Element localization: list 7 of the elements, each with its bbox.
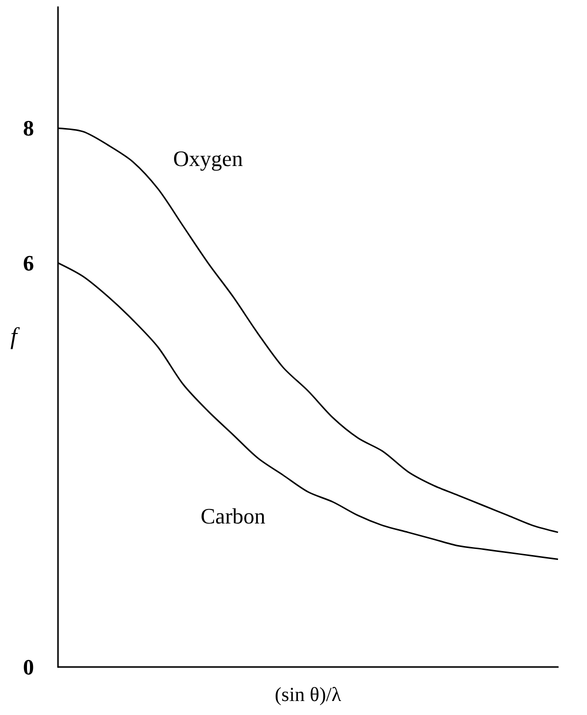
y-tick-label: 8 [23, 116, 34, 141]
x-axis-title: (sin θ)/λ [274, 684, 342, 706]
series-label: Carbon [200, 504, 266, 529]
series-label: Oxygen [173, 146, 243, 172]
y-axis-title: f [10, 324, 20, 350]
y-tick-label: 6 [23, 250, 34, 276]
y-tick-label: 0 [23, 654, 34, 680]
